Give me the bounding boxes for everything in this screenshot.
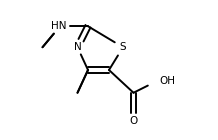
Text: OH: OH bbox=[160, 75, 176, 86]
Text: N: N bbox=[74, 42, 81, 52]
Text: S: S bbox=[120, 42, 126, 52]
Text: HN: HN bbox=[51, 21, 66, 31]
Text: O: O bbox=[129, 116, 138, 126]
